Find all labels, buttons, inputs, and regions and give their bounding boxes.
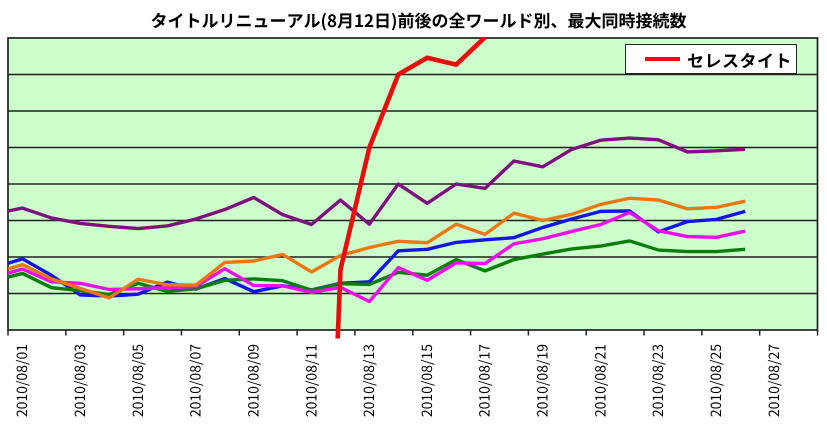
x-axis-label: 2010/08/09 bbox=[243, 344, 263, 417]
x-axis-label: 2010/08/05 bbox=[128, 344, 148, 417]
series-line-blue-world bbox=[7, 209, 746, 298]
series-line-celestite bbox=[335, 38, 487, 339]
legend-label: セレスタイト bbox=[687, 46, 792, 72]
legend-series-line-icon bbox=[645, 56, 680, 62]
x-axis-label: 2010/08/19 bbox=[533, 344, 553, 417]
x-axis-label: 2010/08/01 bbox=[12, 344, 32, 417]
x-axis-label: 2010/08/15 bbox=[417, 344, 437, 417]
x-axis-label: 2010/08/07 bbox=[186, 344, 206, 417]
x-axis-label: 2010/08/03 bbox=[70, 344, 90, 417]
series-line-magenta-world bbox=[7, 210, 746, 304]
series-line-orange-world bbox=[7, 196, 746, 300]
x-axis-label: 2010/08/21 bbox=[590, 344, 610, 417]
chart-title: タイトルリニューアル(8月12日)前後の全ワールド別、最大同時接続数 bbox=[150, 7, 687, 32]
x-axis-label: 2010/08/17 bbox=[475, 344, 495, 417]
x-axis-label: 2010/08/11 bbox=[301, 344, 321, 417]
legend: セレスタイト bbox=[625, 44, 797, 74]
x-axis-label: 2010/08/23 bbox=[648, 344, 668, 417]
series-line-purple-world bbox=[7, 136, 746, 231]
x-axis-label: 2010/08/27 bbox=[764, 344, 784, 417]
x-axis-label: 2010/08/25 bbox=[706, 344, 726, 417]
x-axis-label: 2010/08/13 bbox=[359, 344, 379, 417]
